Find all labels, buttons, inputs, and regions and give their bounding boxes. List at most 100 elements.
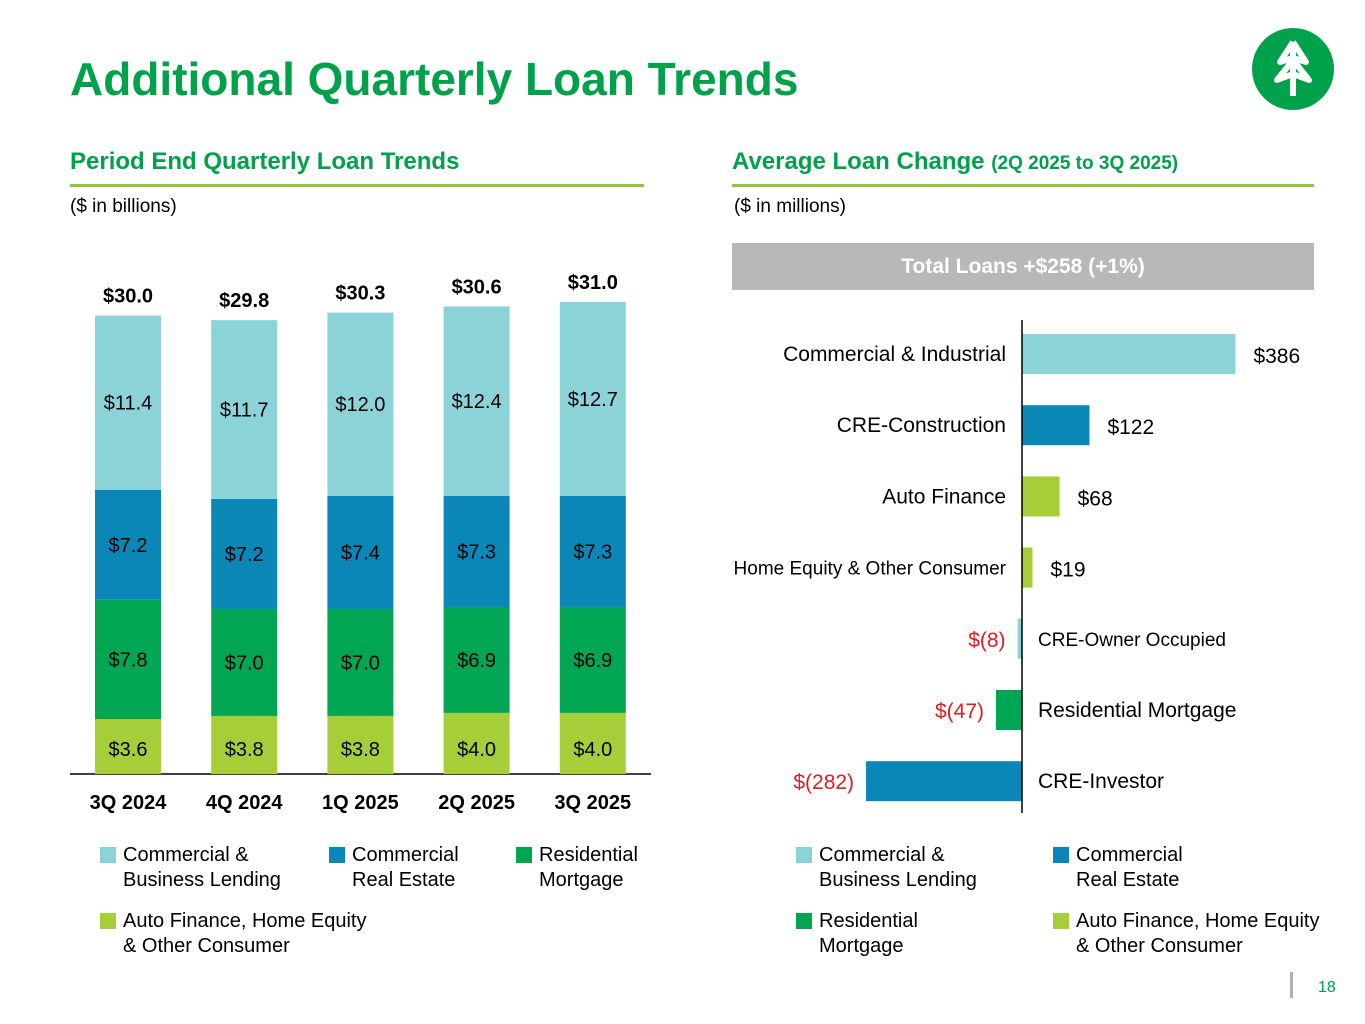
bar-segment [443, 607, 510, 713]
bar-segment [327, 715, 394, 774]
bar-value-label: $122 [1107, 416, 1154, 439]
bar-segment [327, 495, 394, 609]
right-section-title-period: (2Q 2025 to 3Q 2025) [991, 153, 1179, 174]
bar-segment [443, 712, 510, 774]
legend-label: Commercial & Business Lending [819, 844, 977, 891]
x-tick-label: 3Q 2024 [90, 792, 168, 814]
legend-label: Commercial Real Estate [1076, 844, 1183, 891]
legend-label: Residential Mortgage [819, 910, 918, 957]
legend-swatch [516, 847, 532, 863]
legend-label: Commercial & Business Lending [123, 844, 281, 891]
legend-item-commercial-real-estate: Commercial Real Estate [1053, 843, 1206, 893]
bar-total-label: $31.0 [568, 272, 618, 294]
bar-segment [95, 599, 161, 719]
brand-logo-icon [1252, 28, 1334, 110]
legend-item-commercial-real-estate: Commercial Real Estate [329, 843, 482, 893]
category-label: Auto Finance [882, 485, 1006, 508]
legend-swatch [100, 847, 116, 863]
bar-value-label: $68 [1078, 487, 1113, 510]
legend-swatch [329, 847, 345, 863]
bar-value-label: $4.0 [457, 739, 496, 761]
bar-segment [327, 312, 394, 496]
bar-total-label: $30.3 [335, 283, 385, 305]
legend-swatch [1053, 847, 1069, 863]
category-label: CRE-Construction [837, 414, 1006, 437]
bar-value-label: $7.3 [573, 542, 612, 564]
right-section-rule [732, 184, 1314, 187]
category-label: Residential Mortgage [1038, 699, 1236, 722]
bar-value-label: $12.0 [335, 394, 385, 416]
change-bar [1022, 405, 1090, 446]
bar-segment [559, 607, 626, 713]
bar-value-label: $3.8 [225, 739, 264, 761]
bar-value-label: $3.6 [109, 739, 148, 761]
legend-label: Auto Finance, Home Equity & Other Consum… [123, 910, 367, 957]
bar-value-label: $(8) [968, 629, 1005, 652]
stacked-bar-chart: $3.6 $7.8 $7.2 $11.4 $30.0 3Q 2024 $3.8 $7.0 $7.… [70, 272, 651, 814]
x-tick-label: 3Q 2025 [554, 792, 631, 814]
bar-segment [211, 320, 278, 499]
total-loans-banner: Total Loans +$258 (+1%) [732, 243, 1314, 290]
bar-value-label: $4.0 [573, 739, 612, 761]
bar-segment [559, 301, 626, 496]
bar-segment [211, 715, 278, 774]
x-tick-label: 4Q 2024 [206, 792, 284, 814]
bar-segment [95, 718, 161, 774]
x-tick-label: 1Q 2025 [322, 792, 399, 814]
legend-item-auto-home-consumer: Auto Finance, Home Equity & Other Consum… [1053, 909, 1326, 959]
right-section-title: Average Loan Change (2Q 2025 to 3Q 2025) [732, 148, 1178, 176]
category-label: Home Equity & Other Consumer [734, 559, 1007, 580]
left-units-label: ($ in billions) [70, 196, 177, 217]
legend-item-commercial-business: Commercial & Business Lending [796, 843, 999, 893]
legend-swatch [100, 913, 116, 929]
right-units-label: ($ in millions) [734, 196, 846, 217]
change-bar [1022, 476, 1060, 517]
bar-value-label: $(47) [935, 700, 984, 723]
bar-value-label: $7.3 [457, 542, 496, 564]
legend-item-residential-mortgage: Residential Mortgage [796, 909, 949, 959]
change-bar [1022, 547, 1033, 588]
x-tick-label: 2Q 2025 [438, 792, 515, 814]
right-section-title-main: Average Loan Change [732, 148, 985, 175]
bar-segment [327, 608, 394, 716]
legend-item-auto-home-consumer: Auto Finance, Home Equity & Other Consum… [100, 909, 373, 959]
bar-value-label: $6.9 [573, 650, 612, 672]
page-number: 18 [1318, 979, 1336, 996]
category-label: CRE-Investor [1038, 770, 1164, 793]
bar-segment [211, 498, 278, 609]
bar-total-label: $30.6 [452, 276, 502, 298]
bar-segment [443, 306, 510, 496]
bar-value-label: $7.0 [225, 652, 264, 674]
legend-item-residential-mortgage: Residential Mortgage [516, 843, 659, 893]
bar-value-label: $7.2 [225, 544, 264, 566]
category-label: CRE-Owner Occupied [1038, 630, 1226, 651]
bar-value-label: $12.4 [452, 391, 502, 413]
bar-value-label: $11.7 [220, 400, 269, 422]
horizontal-bar-chart: Commercial & Industrial $386 CRE-Construct… [734, 320, 1300, 813]
legend-label: Auto Finance, Home Equity & Other Consum… [1076, 910, 1320, 957]
bar-segment [559, 712, 626, 774]
change-bar [1022, 334, 1236, 374]
bar-value-label: $7.0 [341, 652, 380, 674]
bar-total-label: $30.0 [103, 286, 153, 308]
left-section-rule [70, 184, 644, 187]
change-bar [866, 761, 1022, 802]
legend-swatch [796, 913, 812, 929]
bar-value-label: $6.9 [457, 650, 496, 672]
page-number-divider [1290, 972, 1293, 998]
change-bar [1017, 618, 1022, 659]
bar-segment [95, 315, 161, 490]
legend-label: Residential Mortgage [539, 844, 638, 891]
bar-value-label: $3.8 [341, 739, 380, 761]
bar-value-label: $7.4 [341, 542, 380, 564]
bar-value-label: $11.4 [104, 393, 153, 415]
category-label: Commercial & Industrial [783, 343, 1006, 366]
bar-total-label: $29.8 [219, 290, 269, 312]
bar-value-label: $19 [1051, 559, 1086, 582]
bar-segment [211, 608, 278, 716]
bar-value-label: $7.8 [109, 649, 148, 671]
legend-swatch [796, 847, 812, 863]
bar-value-label: $386 [1253, 345, 1300, 368]
bar-segment [443, 495, 510, 608]
page-title: Additional Quarterly Loan Trends [70, 53, 799, 105]
